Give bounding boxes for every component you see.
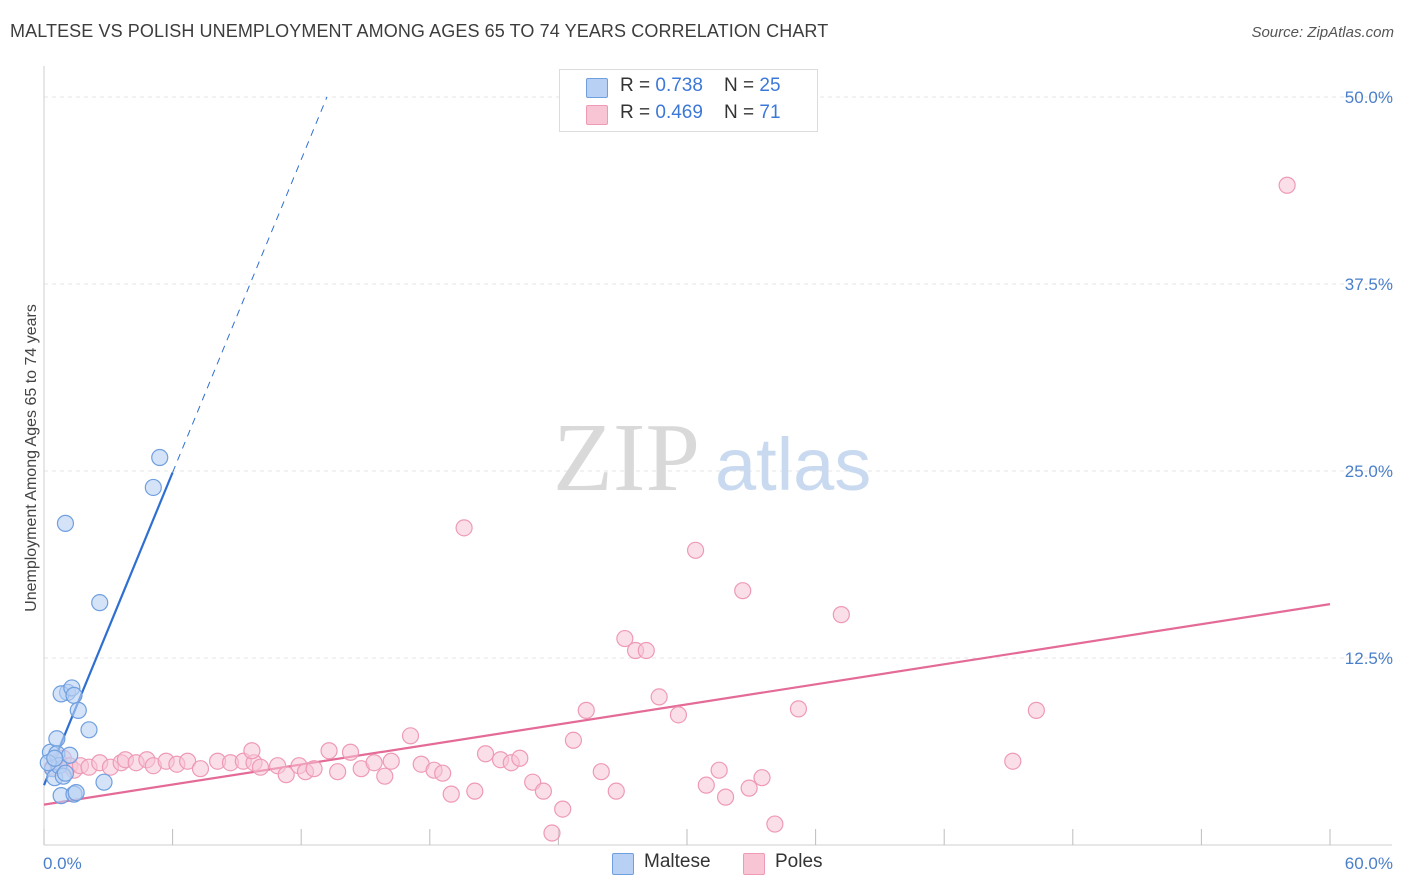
poles-point [329,763,347,781]
maltese-trend-extension [172,96,328,473]
poles-point [476,745,495,763]
maltese-point [80,721,98,739]
y-tick-label: 25.0% [1345,462,1393,481]
maltese-legend-label: Maltese [644,851,711,872]
maltese-point [91,594,109,612]
maltese-point [69,701,87,719]
maltese-trend-line [42,472,174,786]
poles-point [341,743,360,761]
poles-point [637,641,655,660]
watermark-atlas: atlas [715,423,871,506]
poles-point [251,758,270,776]
maltese-point [144,478,162,497]
poles-point [401,727,420,745]
maltese-point [56,514,75,532]
maltese-legend-swatch [612,853,634,875]
chart-title: MALTESE VS POLISH UNEMPLOYMENT AMONG AGE… [10,21,829,41]
y-tick-label: 37.5% [1345,275,1393,294]
poles-point [577,701,595,719]
poles-point [511,749,529,767]
poles-point [740,779,758,797]
poles-point [191,760,210,778]
maltese-point [61,746,79,764]
maltese-point [46,749,64,767]
poles-legend-label: Poles [775,851,823,872]
poles-point [766,815,784,833]
poles-point [650,688,668,706]
legend-n-value-maltese: 25 [759,75,781,96]
poles-point [554,800,572,818]
poles-point [669,706,688,724]
poles-point [243,742,261,760]
poles-point [455,519,473,537]
poles-point [543,824,561,842]
poles-point [376,767,394,785]
poles-point [442,785,460,803]
legend-n-label: N = [724,75,760,96]
poles-point [434,764,452,782]
poles-point [753,769,771,787]
correlation-legend: R = 0.738 N = 25 R = 0.469 N = 71 [559,69,818,132]
legend-r-label: R = [620,75,656,96]
poles-point [320,742,338,760]
y-tick-label: 50.0% [1345,88,1393,107]
poles-point [592,763,610,781]
poles-point [697,776,715,794]
maltese-point [65,686,83,705]
poles-point [534,782,552,800]
x-tick-label-max: 60.0% [1345,854,1393,873]
legend-r-label: R = [620,102,656,123]
tick-labels: 12.5% 25.0% 37.5% 50.0% 0.0% 60.0% [43,88,1393,873]
poles-point [716,788,735,806]
poles-legend-swatch [743,853,765,875]
poles-point [789,700,808,718]
y-tick-label: 12.5% [1345,649,1393,668]
maltese-point [151,448,169,467]
legend-r-value-maltese: 0.738 [655,75,703,96]
poles-point [305,760,323,778]
watermark: ZIP atlas [553,404,871,512]
legend-r-value-poles: 0.469 [655,102,703,123]
poles-point [365,754,383,772]
poles-point [710,761,728,779]
x-tick-label-min: 0.0% [43,854,82,873]
poles-point [382,752,400,770]
watermark-zip: ZIP [553,404,700,512]
maltese-point [48,730,66,748]
legend-n-value-poles: 71 [759,102,781,123]
poles-point [277,766,295,784]
poles-swatch [586,105,608,125]
maltese-point [56,764,75,782]
poles-point [1278,176,1296,194]
poles-point [1004,752,1022,770]
poles-point [564,731,583,749]
poles-point [466,782,484,800]
maltese-point [67,784,85,802]
poles-point [1027,701,1045,719]
poles-point [734,582,752,600]
maltese-swatch [586,78,608,98]
poles-point [179,752,197,770]
poles-point [607,782,625,800]
legend-n-label: N = [724,102,760,123]
maltese-point [95,773,113,791]
source-credit: Source: ZipAtlas.com [1251,24,1394,41]
poles-trend-line [43,603,1331,806]
poles-point [616,629,634,648]
grid-lines [44,96,1392,659]
poles-point [686,541,705,559]
poles-point [832,606,850,624]
data-points [39,176,1296,842]
y-axis-label: Unemployment Among Ages 65 to 74 years [23,304,40,612]
